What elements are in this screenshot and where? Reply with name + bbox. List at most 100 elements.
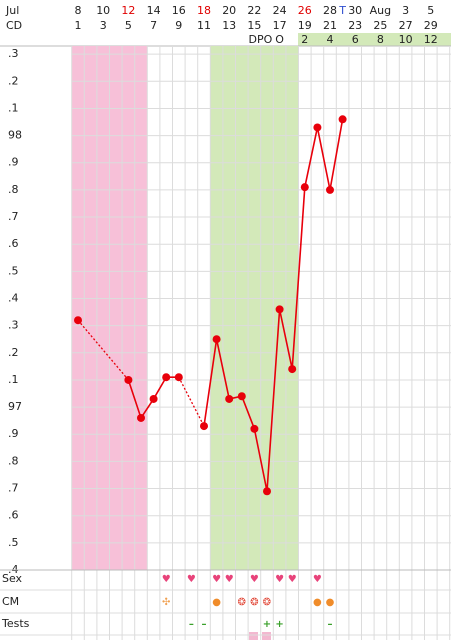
x-tick-label: 7 xyxy=(150,19,157,32)
x-tick-label: 17 xyxy=(273,19,287,32)
row-label: CM xyxy=(2,595,19,608)
date-label: 16 xyxy=(172,4,186,17)
x-tick-label: 15 xyxy=(247,19,261,32)
y-tick-label: .8 xyxy=(8,454,19,467)
y-tick-label: 97 xyxy=(8,400,22,413)
dpo-label: DPO xyxy=(249,33,273,46)
gap-connector xyxy=(178,376,205,427)
row-symbol: – xyxy=(189,619,194,630)
month-label: Jul xyxy=(5,4,19,17)
y-tick-label: 98 xyxy=(8,129,22,142)
row-symbol: ❂ xyxy=(263,597,271,608)
row-symbol: ❂ xyxy=(250,597,258,608)
date-label: Aug xyxy=(370,4,391,17)
x-tick-label: 13 xyxy=(222,19,236,32)
row-label: Tests xyxy=(1,617,30,630)
row-symbol: ♥ xyxy=(288,574,297,585)
gap-connector xyxy=(77,319,129,381)
temperature-point xyxy=(200,422,208,431)
x-tick-label: 9 xyxy=(175,19,182,32)
date-label: 28 xyxy=(323,4,337,17)
row-symbol: ♥ xyxy=(225,574,234,585)
date-label: 26 xyxy=(298,4,312,17)
temperature-point xyxy=(162,373,171,382)
row-symbol: ✣ xyxy=(162,597,170,608)
temperature-point xyxy=(225,394,234,403)
x-tick-label: 21 xyxy=(323,19,337,32)
row-symbol: ● xyxy=(212,597,221,608)
temperature-point xyxy=(74,316,82,325)
y-tick-label: .5 xyxy=(8,536,19,549)
dpo-tick-label: O xyxy=(275,33,284,46)
y-tick-label: .1 xyxy=(8,101,19,114)
x-tick-label: 23 xyxy=(348,19,362,32)
test-marker xyxy=(249,632,258,640)
dpo-tick-label: 4 xyxy=(327,33,334,46)
temperature-point xyxy=(174,373,183,382)
temperature-point xyxy=(212,335,221,344)
temperature-point xyxy=(338,115,347,124)
dpo-tick-label: 8 xyxy=(377,33,384,46)
row-label: Sex xyxy=(2,572,23,585)
date-label: 12 xyxy=(121,4,135,17)
y-tick-label: .6 xyxy=(8,509,19,522)
temperature-point xyxy=(275,305,284,314)
y-tick-label: .6 xyxy=(8,237,19,250)
dpo-tick-label: 12 xyxy=(424,33,438,46)
x-tick-label: 25 xyxy=(373,19,387,32)
row-symbol: ♥ xyxy=(275,574,284,585)
y-tick-label: .7 xyxy=(8,482,19,495)
date-label: 8 xyxy=(75,4,82,17)
row-symbol: ❂ xyxy=(238,597,246,608)
row-symbol: + xyxy=(263,619,271,630)
dpo-strip xyxy=(298,33,451,46)
temperature-point xyxy=(250,424,259,433)
date-label: 20 xyxy=(222,4,236,17)
date-label: 24 xyxy=(273,4,287,17)
row-symbol: ♥ xyxy=(162,574,171,585)
temperature-point xyxy=(313,123,322,132)
date-label: 18 xyxy=(197,4,211,17)
row-symbol: ● xyxy=(326,597,335,608)
date-label: 10 xyxy=(96,4,110,17)
temperature-point xyxy=(300,183,309,192)
y-tick-label: .7 xyxy=(8,210,19,223)
phase-highlight xyxy=(210,46,299,570)
x-tick-label: 1 xyxy=(75,19,82,32)
date-label: 14 xyxy=(147,4,161,17)
y-tick-label: .5 xyxy=(8,264,19,277)
row-symbol: ♥ xyxy=(250,574,259,585)
x-tick-label: 5 xyxy=(125,19,132,32)
y-tick-label: .3 xyxy=(8,319,19,332)
x-tick-label: 19 xyxy=(298,19,312,32)
y-tick-label: .1 xyxy=(8,373,19,386)
y-tick-label: .4 xyxy=(8,291,19,304)
temperature-point xyxy=(237,392,246,401)
row-symbol: – xyxy=(202,619,207,630)
x-tick-label: 11 xyxy=(197,19,211,32)
row-symbol: ♥ xyxy=(212,574,221,585)
row-symbol: ♥ xyxy=(313,574,322,585)
temperature-point xyxy=(288,365,297,374)
date-label: 5 xyxy=(427,4,434,17)
y-tick-label: .3 xyxy=(8,47,19,60)
date-label: 3 xyxy=(402,4,409,17)
temperature-point xyxy=(137,413,145,422)
x-tick-label: 29 xyxy=(424,19,438,32)
y-tick-label: .8 xyxy=(8,183,19,196)
row-symbol: ● xyxy=(313,597,322,608)
y-tick-label: .9 xyxy=(8,427,19,440)
y-tick-label: .2 xyxy=(8,74,19,87)
test-marker xyxy=(262,632,271,640)
dpo-tick-label: 10 xyxy=(399,33,413,46)
dpo-tick-label: 2 xyxy=(301,33,308,46)
y-tick-label: .2 xyxy=(8,346,19,359)
row-symbol: + xyxy=(275,619,283,630)
date-label: 22 xyxy=(247,4,261,17)
dpo-tick-label: 6 xyxy=(352,33,359,46)
temperature-point xyxy=(124,375,133,384)
date-label: 30 xyxy=(348,4,362,17)
x-tick-label: 3 xyxy=(100,19,107,32)
y-tick-label: .9 xyxy=(8,156,19,169)
